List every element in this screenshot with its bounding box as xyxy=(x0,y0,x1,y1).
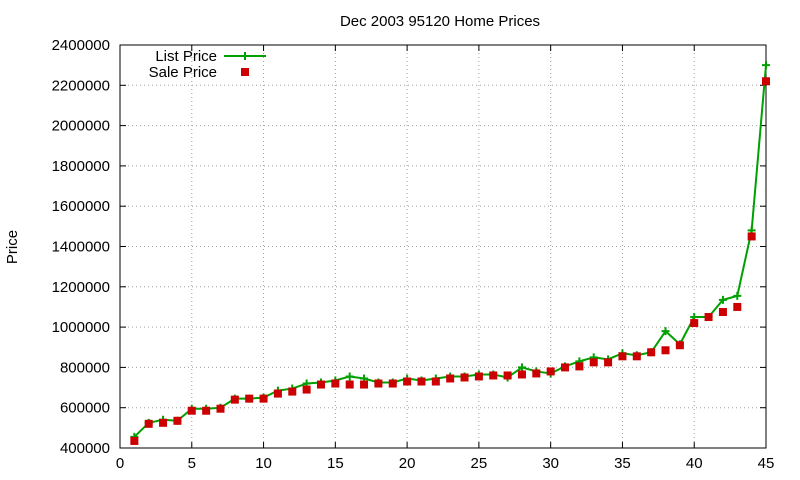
data-point-list-price xyxy=(517,363,526,372)
data-point-sale-price xyxy=(575,362,584,371)
data-point-sale-price xyxy=(546,367,555,376)
series-layer xyxy=(130,61,770,445)
y-tick-label: 800000 xyxy=(60,359,110,376)
data-point-list-price xyxy=(733,291,742,300)
data-point-sale-price xyxy=(273,389,282,398)
data-point-sale-price xyxy=(245,394,254,403)
data-point-sale-price xyxy=(474,372,483,381)
data-point-sale-price xyxy=(690,319,699,328)
data-point-sale-price xyxy=(259,394,268,403)
data-point-sale-price xyxy=(288,387,297,396)
legend-label-list-price: List Price xyxy=(155,48,217,65)
data-point-list-price xyxy=(345,372,354,381)
data-point-sale-price xyxy=(159,418,168,427)
grid-lines xyxy=(120,45,766,448)
y-tick-label: 1000000 xyxy=(52,319,110,336)
data-point-sale-price xyxy=(503,371,512,380)
x-tick-label: 45 xyxy=(758,455,775,472)
axis-ticks xyxy=(119,44,767,449)
y-tick-label: 1800000 xyxy=(52,158,110,175)
data-point-sale-price xyxy=(718,307,727,316)
data-point-list-price xyxy=(661,327,670,336)
data-point-sale-price xyxy=(417,377,426,386)
x-tick-label: 35 xyxy=(614,455,631,472)
data-point-sale-price xyxy=(173,416,182,425)
chart-title: Dec 2003 95120 Home Prices xyxy=(340,13,540,30)
data-point-sale-price xyxy=(747,232,756,241)
data-point-sale-price xyxy=(517,370,526,379)
legend: List Price Sale Price xyxy=(149,48,266,81)
axis-tick-labels: 0 5 10 15 20 25 30 35 40 45 400000 600000 800000 1000… xyxy=(52,37,775,472)
y-tick-label: 1400000 xyxy=(52,239,110,256)
data-point-sale-price xyxy=(230,395,239,404)
x-tick-label: 15 xyxy=(327,455,344,472)
legend-label-sale-price: Sale Price xyxy=(149,64,217,81)
data-point-sale-price xyxy=(661,346,670,355)
data-point-sale-price xyxy=(130,436,139,445)
y-tick-label: 1600000 xyxy=(52,198,110,215)
data-point-sale-price xyxy=(187,406,196,415)
y-tick-label: 2400000 xyxy=(52,37,110,54)
data-point-sale-price xyxy=(345,380,354,389)
x-tick-label: 10 xyxy=(255,455,272,472)
data-point-sale-price xyxy=(216,404,225,413)
data-point-sale-price xyxy=(302,385,311,394)
legend-marker-list-price xyxy=(241,52,249,60)
y-tick-label: 2000000 xyxy=(52,118,110,135)
y-tick-label: 2200000 xyxy=(52,77,110,94)
data-point-sale-price xyxy=(733,302,742,311)
y-tick-label: 600000 xyxy=(60,400,110,417)
data-point-sale-price xyxy=(604,358,613,367)
data-point-sale-price xyxy=(618,352,627,361)
data-point-sale-price xyxy=(489,371,498,380)
data-point-sale-price xyxy=(460,373,469,382)
data-point-sale-price xyxy=(762,77,770,86)
y-tick-label: 1200000 xyxy=(52,279,110,296)
data-point-sale-price xyxy=(431,377,440,386)
x-tick-label: 5 xyxy=(188,455,196,472)
data-point-sale-price xyxy=(202,406,211,415)
data-point-sale-price xyxy=(403,377,412,386)
data-point-sale-price xyxy=(532,369,541,378)
data-point-list-price xyxy=(718,295,727,304)
x-tick-label: 25 xyxy=(471,455,488,472)
data-point-sale-price xyxy=(704,313,713,322)
data-point-sale-price xyxy=(446,374,455,383)
data-point-sale-price xyxy=(360,380,369,389)
x-tick-label: 40 xyxy=(686,455,703,472)
data-point-sale-price xyxy=(589,358,598,367)
data-point-list-price xyxy=(762,61,770,70)
data-point-sale-price xyxy=(675,341,684,350)
x-tick-label: 0 xyxy=(116,455,124,472)
x-tick-label: 20 xyxy=(399,455,416,472)
data-point-sale-price xyxy=(374,379,383,388)
data-point-sale-price xyxy=(561,363,570,372)
data-point-sale-price xyxy=(331,379,340,388)
y-axis-label: Price xyxy=(4,230,21,264)
data-point-sale-price xyxy=(647,348,656,357)
data-point-sale-price xyxy=(632,352,641,361)
data-point-sale-price xyxy=(144,419,153,428)
data-point-sale-price xyxy=(388,379,397,388)
x-tick-label: 30 xyxy=(542,455,559,472)
legend-marker-sale-price xyxy=(241,68,249,76)
y-tick-label: 400000 xyxy=(60,440,110,457)
data-point-sale-price xyxy=(316,380,325,389)
